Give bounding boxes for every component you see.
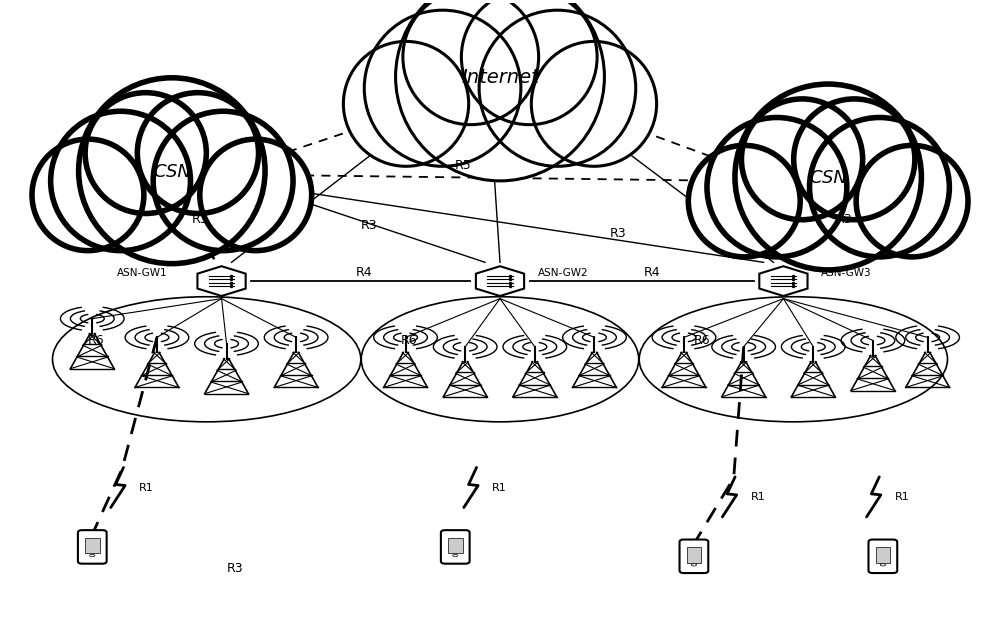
Ellipse shape	[200, 139, 312, 251]
Ellipse shape	[364, 10, 521, 167]
Ellipse shape	[137, 93, 259, 213]
Ellipse shape	[735, 84, 921, 270]
Ellipse shape	[403, 0, 539, 125]
Text: R3: R3	[192, 213, 208, 226]
Bar	[85, 538, 100, 553]
Text: Internet: Internet	[461, 68, 539, 87]
Ellipse shape	[32, 139, 144, 251]
FancyBboxPatch shape	[441, 530, 470, 563]
Ellipse shape	[396, 0, 604, 181]
Text: R5: R5	[455, 158, 472, 172]
Text: R6: R6	[87, 334, 104, 346]
FancyBboxPatch shape	[680, 540, 708, 573]
Bar	[687, 547, 701, 563]
Text: CSN: CSN	[809, 169, 847, 187]
Polygon shape	[197, 266, 246, 296]
Text: R3: R3	[836, 213, 853, 226]
Text: R3: R3	[227, 562, 243, 575]
Text: R1: R1	[139, 483, 154, 493]
Ellipse shape	[153, 111, 293, 251]
Text: R4: R4	[356, 266, 372, 279]
Ellipse shape	[453, 554, 458, 557]
Ellipse shape	[856, 145, 968, 257]
Text: R1: R1	[751, 492, 765, 502]
FancyBboxPatch shape	[868, 540, 897, 573]
Ellipse shape	[741, 99, 863, 220]
Ellipse shape	[688, 145, 800, 257]
Ellipse shape	[531, 42, 657, 167]
Bar	[448, 538, 463, 553]
Text: ASN-GW2: ASN-GW2	[538, 268, 588, 278]
Ellipse shape	[343, 42, 469, 167]
Ellipse shape	[461, 0, 597, 125]
Ellipse shape	[707, 117, 847, 257]
Text: R1: R1	[895, 492, 910, 502]
Ellipse shape	[85, 93, 206, 213]
Text: R3: R3	[361, 219, 377, 232]
Ellipse shape	[79, 78, 265, 264]
Ellipse shape	[794, 99, 915, 220]
FancyBboxPatch shape	[78, 530, 107, 563]
Text: R6: R6	[401, 334, 417, 346]
Text: ASN-GW1: ASN-GW1	[117, 268, 168, 278]
Text: R6: R6	[694, 334, 711, 346]
Ellipse shape	[479, 10, 636, 167]
Text: ASN-GW3: ASN-GW3	[821, 268, 872, 278]
Text: CSN: CSN	[153, 163, 191, 180]
Ellipse shape	[880, 563, 885, 566]
Text: R1: R1	[492, 483, 507, 493]
Text: R3: R3	[609, 227, 626, 240]
Polygon shape	[476, 266, 524, 296]
Polygon shape	[759, 266, 808, 296]
Ellipse shape	[691, 563, 697, 566]
Bar	[876, 547, 890, 563]
Ellipse shape	[810, 117, 949, 257]
Text: R4: R4	[644, 266, 661, 279]
Ellipse shape	[90, 554, 95, 557]
Ellipse shape	[51, 111, 190, 251]
